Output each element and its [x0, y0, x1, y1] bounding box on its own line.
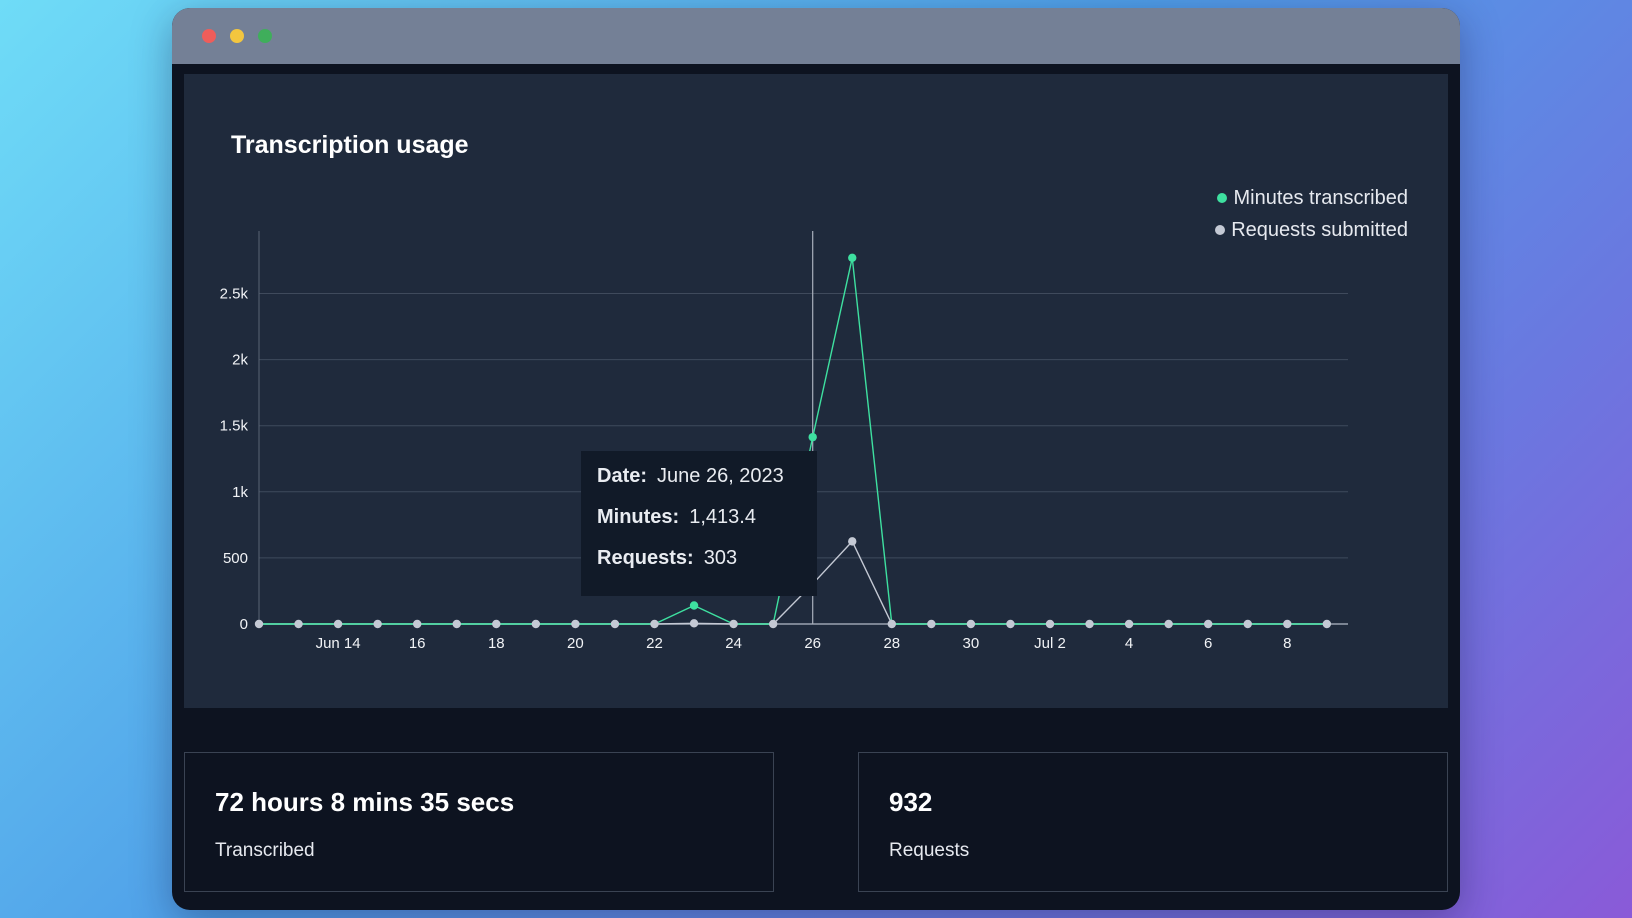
minimize-window-button[interactable] — [230, 29, 244, 43]
stat-card-transcribed: 72 hours 8 mins 35 secs Transcribed — [184, 752, 774, 892]
y-tick-label: 2k — [232, 352, 248, 369]
data-point-requests[interactable] — [1164, 619, 1173, 629]
x-tick-label: 28 — [883, 635, 900, 652]
x-tick-label: 16 — [409, 635, 426, 652]
x-tick-label: 6 — [1204, 635, 1212, 652]
usage-line-chart[interactable]: 0 500 1k 1.5k 2k 2.5k Jun 14 16 18 20 22 24 26 28 30 Ju… — [184, 74, 1448, 708]
data-point-requests[interactable] — [413, 619, 422, 629]
data-point-requests[interactable] — [452, 619, 461, 629]
legend-label-requests: Requests submitted — [1231, 218, 1408, 241]
y-tick-label: 0 — [240, 616, 248, 633]
chart-title: Transcription usage — [231, 131, 469, 159]
data-point-minutes[interactable] — [848, 253, 857, 262]
close-window-button[interactable] — [202, 29, 216, 43]
data-point-requests[interactable] — [1204, 619, 1213, 629]
usage-chart-card: Transcription usage Minutes transcribed … — [184, 74, 1448, 708]
chart-legend: Minutes transcribed Requests submitted — [1215, 182, 1408, 246]
x-tick-label: 26 — [804, 635, 821, 652]
x-tick-label: 22 — [646, 635, 663, 652]
data-point-requests[interactable] — [1124, 619, 1134, 629]
data-point-requests[interactable] — [333, 619, 343, 629]
tooltip-minutes-key: Minutes: — [597, 506, 680, 528]
data-point-requests[interactable] — [966, 619, 976, 629]
data-point-requests[interactable] — [1085, 619, 1094, 629]
data-point-requests[interactable] — [492, 619, 501, 629]
stat-value-requests: 932 — [889, 787, 933, 817]
x-tick-label: 24 — [725, 635, 742, 652]
data-point-minutes[interactable] — [808, 432, 817, 442]
tooltip-date-key: Date: — [597, 465, 648, 487]
data-point-requests[interactable] — [1322, 619, 1332, 629]
data-point-requests[interactable] — [887, 619, 896, 629]
y-tick-label: 1.5k — [220, 418, 249, 435]
legend-swatch-requests — [1215, 225, 1226, 235]
data-point-requests[interactable] — [294, 619, 303, 629]
y-tick-label: 500 — [223, 550, 248, 567]
x-tick-label: 8 — [1283, 635, 1291, 652]
data-point-requests[interactable] — [373, 619, 382, 629]
data-point-requests[interactable] — [1283, 619, 1292, 629]
title-bar — [172, 8, 1460, 64]
data-point-requests[interactable] — [254, 619, 264, 629]
tooltip-date-value: June 26, 2023 — [657, 465, 784, 487]
x-tick-label: Jun 14 — [316, 635, 361, 652]
tooltip-minutes-value: 1,413.4 — [689, 506, 756, 528]
y-tick-label: 2.5k — [220, 285, 249, 302]
data-point-requests[interactable] — [689, 619, 699, 628]
data-point-requests[interactable] — [1006, 619, 1015, 629]
data-point-requests[interactable] — [768, 619, 778, 629]
tooltip-requests-value: 303 — [703, 547, 738, 569]
tooltip-requests-key: Requests: — [597, 547, 694, 569]
legend-item-requests[interactable]: Requests submitted — [1215, 214, 1408, 246]
data-point-requests[interactable] — [650, 619, 659, 629]
chart-tooltip: Date: June 26, 2023 Minutes: 1,413.4 Req… — [581, 451, 817, 596]
data-point-requests[interactable] — [848, 537, 857, 546]
y-tick-label: 1k — [232, 484, 248, 501]
x-tick-label: 30 — [963, 635, 980, 652]
data-point-requests[interactable] — [531, 619, 541, 629]
data-point-requests[interactable] — [927, 619, 936, 629]
stat-card-requests: 932 Requests — [858, 752, 1448, 892]
data-point-requests[interactable] — [610, 619, 620, 629]
x-tick-label: 18 — [488, 635, 505, 652]
stat-label-requests: Requests — [889, 840, 970, 861]
data-point-requests[interactable] — [571, 619, 580, 629]
data-point-minutes[interactable] — [689, 601, 699, 610]
data-point-requests[interactable] — [1045, 619, 1055, 629]
app-window: Transcription usage Minutes transcribed … — [172, 8, 1460, 910]
maximize-window-button[interactable] — [258, 29, 272, 43]
data-point-requests[interactable] — [1243, 619, 1252, 629]
stat-value-transcribed: 72 hours 8 mins 35 secs — [215, 787, 515, 817]
legend-swatch-minutes — [1217, 193, 1228, 203]
legend-label-minutes: Minutes transcribed — [1233, 186, 1408, 209]
stat-label-transcribed: Transcribed — [215, 840, 315, 861]
x-tick-label: Jul 2 — [1034, 635, 1066, 652]
x-tick-label: 4 — [1125, 635, 1133, 652]
legend-item-minutes[interactable]: Minutes transcribed — [1215, 182, 1408, 214]
x-tick-label: 20 — [567, 635, 584, 652]
data-point-requests[interactable] — [729, 619, 738, 629]
